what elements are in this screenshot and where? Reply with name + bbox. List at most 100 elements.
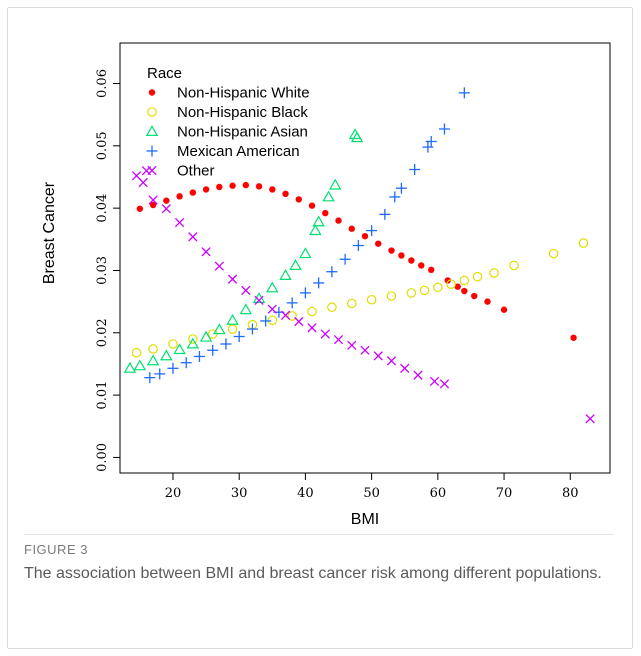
data-point [149, 201, 157, 209]
legend-marker [145, 125, 159, 136]
data-point [471, 292, 478, 300]
data-point [227, 324, 238, 334]
data-point [220, 338, 232, 350]
y-tick-label: 0.03 [95, 256, 110, 285]
data-point [188, 334, 198, 344]
legend-label: Non-Hispanic White [177, 85, 310, 102]
plot-box [119, 42, 611, 474]
data-point [489, 268, 499, 278]
data-point [226, 313, 239, 325]
data-point [282, 190, 289, 198]
data-point [294, 316, 304, 327]
data-point [322, 209, 329, 217]
data-point [429, 376, 440, 387]
y-tick-label: 0.04 [95, 194, 110, 223]
data-point [418, 262, 425, 269]
data-point [286, 297, 298, 309]
x-tick-label: 30 [231, 486, 248, 501]
data-point [322, 190, 335, 202]
data-point [444, 277, 451, 284]
data-point [461, 287, 468, 295]
data-point [176, 193, 183, 200]
data-point [425, 135, 437, 147]
data-point [216, 183, 223, 191]
data-point [189, 189, 197, 196]
data-point [207, 344, 219, 356]
data-point [148, 195, 158, 205]
data-point [386, 356, 397, 366]
legend-label: Other [177, 163, 215, 180]
data-point [389, 191, 401, 203]
data-point [327, 302, 337, 313]
data-point [280, 310, 291, 320]
data-point [548, 248, 559, 259]
data-point [438, 123, 450, 135]
data-point [509, 260, 519, 271]
data-point [214, 261, 224, 271]
data-point [360, 345, 370, 355]
data-point [254, 295, 264, 306]
data-point [266, 281, 279, 293]
data-point [239, 303, 253, 315]
data-point [326, 266, 338, 278]
data-point [395, 182, 407, 194]
legend-marker [148, 89, 156, 96]
axis-ticks: 20 30 40 50 60 70 80 0.00 0.01 0.02 0.03 0.04 0.05 0.… [95, 69, 579, 501]
data-point [161, 204, 172, 214]
data-point [229, 182, 236, 189]
data-point [186, 337, 200, 349]
data-point [388, 247, 395, 254]
data-point [346, 298, 357, 309]
data-point [335, 217, 342, 224]
x-tick-label: 60 [430, 486, 447, 501]
data-point [366, 225, 378, 237]
data-point [459, 275, 470, 286]
data-point [202, 186, 210, 193]
legend-title: Race [147, 65, 182, 82]
data-point [409, 164, 421, 176]
data-point [242, 181, 250, 189]
data-point [233, 331, 245, 343]
data-point [260, 315, 272, 327]
data-point [148, 344, 158, 354]
data-point [131, 347, 142, 358]
data-point [193, 350, 205, 362]
data-point [348, 225, 355, 232]
legend-label: Non-Hispanic Black [177, 104, 308, 121]
data-point [419, 285, 430, 296]
data-point [227, 274, 238, 284]
data-point [366, 294, 377, 305]
data-point [199, 330, 213, 342]
data-point [570, 334, 577, 341]
data-point [379, 208, 391, 220]
data-point [136, 205, 144, 212]
data-point [312, 215, 325, 227]
data-point [289, 259, 302, 270]
y-axis-label: Breast Cancer [41, 181, 58, 284]
data-point [361, 232, 369, 240]
data-point [188, 232, 198, 242]
data-point [168, 339, 178, 349]
x-tick-label: 20 [165, 486, 182, 501]
data-point [408, 257, 415, 264]
data-point [373, 351, 383, 361]
x-tick-label: 50 [363, 486, 380, 501]
data-point [313, 277, 325, 289]
data-point [307, 323, 317, 333]
data-point [309, 224, 322, 236]
data-point [350, 131, 364, 143]
x-tick-label: 70 [496, 486, 513, 501]
data-point [458, 87, 470, 99]
data-point [472, 271, 483, 282]
data-point [307, 306, 317, 317]
data-point [269, 186, 276, 193]
data-point [578, 238, 589, 248]
data-point [347, 340, 357, 350]
data-point [167, 362, 179, 374]
x-axis-label: BMI [351, 511, 379, 528]
data-point [144, 372, 156, 384]
data-point [413, 370, 423, 380]
data-point [299, 247, 312, 259]
data-point [585, 414, 595, 424]
